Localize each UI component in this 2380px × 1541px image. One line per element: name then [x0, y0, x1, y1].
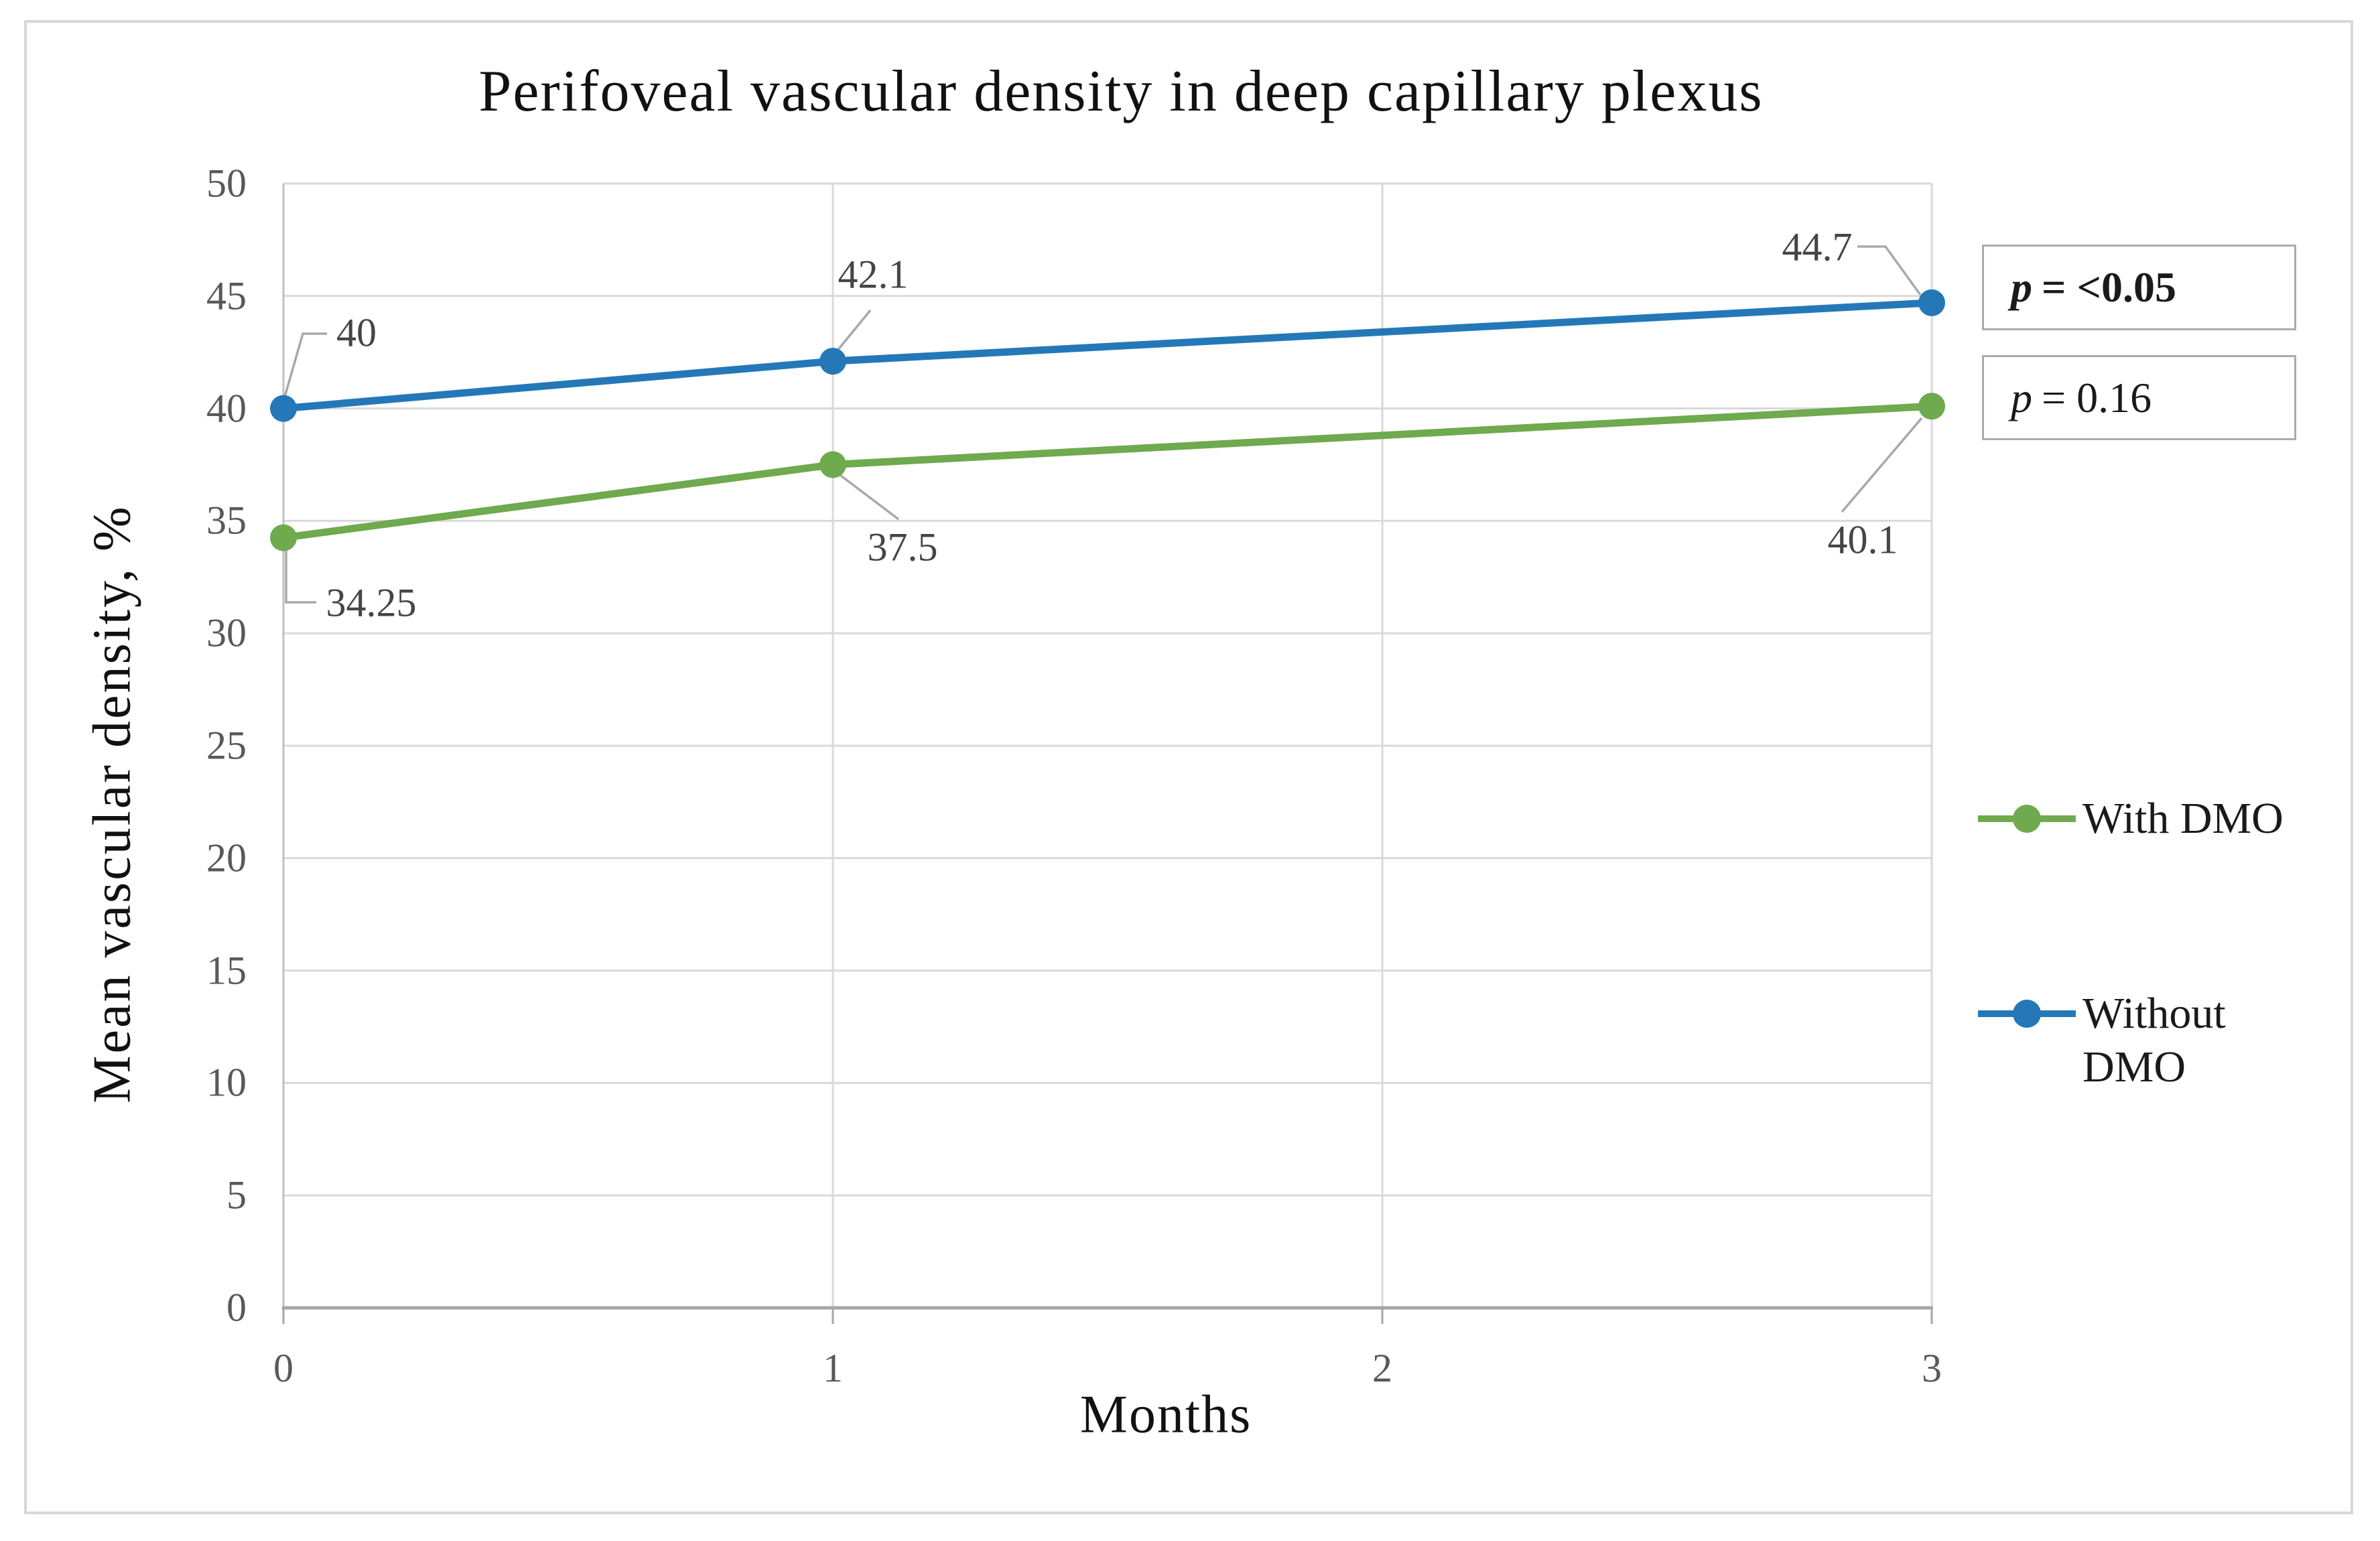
chart-title: Perifoveal vascular density in deep capi… — [478, 59, 1764, 124]
y-tick-label: 25 — [206, 723, 247, 768]
y-tick-label: 0 — [226, 1285, 247, 1330]
data-label: 34.25 — [326, 580, 417, 625]
data-point-marker — [1918, 289, 1945, 316]
data-label-leader-line — [1841, 417, 1923, 513]
y-tick-label: 15 — [206, 948, 247, 993]
p-symbol: p — [2011, 373, 2032, 421]
data-label-leader-line — [285, 549, 316, 604]
series-line-with-dmo — [279, 402, 1936, 542]
p-value-text: = <0.05 — [2042, 263, 2176, 311]
p-symbol: p — [2011, 263, 2032, 311]
data-point-marker — [819, 451, 846, 478]
p-value-text: = 0.16 — [2042, 373, 2152, 421]
figure-border — [24, 20, 2353, 1514]
y-tick-label: 5 — [226, 1172, 247, 1217]
x-tick-label: 0 — [273, 1346, 293, 1390]
y-tick-label: 50 — [206, 161, 247, 206]
series-line-without-dmo — [279, 299, 1936, 413]
y-tick-label: 40 — [206, 386, 247, 431]
legend-item-with-dmo: With DMO — [1977, 794, 2284, 848]
data-point-marker — [1918, 393, 1945, 420]
legend-label-with-dmo: With DMO — [2082, 794, 2284, 843]
data-label: 40 — [336, 310, 377, 355]
y-tick-label: 10 — [206, 1060, 247, 1105]
y-tick-label: 35 — [206, 498, 247, 543]
data-label-leader-line — [283, 332, 327, 397]
data-label-leader-line — [1857, 245, 1922, 296]
data-label-leader-line — [833, 309, 872, 356]
data-label: 37.5 — [867, 525, 938, 570]
x-tick-label: 1 — [823, 1346, 843, 1390]
x-tick-label: 3 — [1922, 1346, 1942, 1390]
legend-marker-without-dmo-icon — [1978, 1000, 2076, 1028]
data-point-marker — [270, 524, 297, 551]
y-tick-label: 45 — [206, 273, 247, 318]
data-label: 40.1 — [1827, 517, 1898, 562]
legend-marker-with-dmo-icon — [1978, 805, 2076, 833]
data-point-marker — [270, 395, 297, 422]
p-value-box-without-dmo: p = <0.05 — [1982, 245, 2296, 330]
data-label-leader-line — [837, 472, 900, 521]
y-tick-label: 30 — [206, 610, 247, 655]
data-label: 44.7 — [1782, 224, 1853, 269]
y-tick-label: 20 — [206, 835, 247, 880]
data-point-marker — [819, 348, 846, 375]
legend-item-without-dmo: Without DMO — [1977, 989, 2297, 1094]
x-tick-label: 2 — [1372, 1346, 1392, 1390]
data-label: 42.1 — [838, 252, 909, 297]
x-axis-title: Months — [1079, 1385, 1252, 1445]
legend-label-without-dmo: Without DMO — [2082, 989, 2226, 1091]
p-value-box-with-dmo: p = 0.16 — [1982, 355, 2296, 440]
